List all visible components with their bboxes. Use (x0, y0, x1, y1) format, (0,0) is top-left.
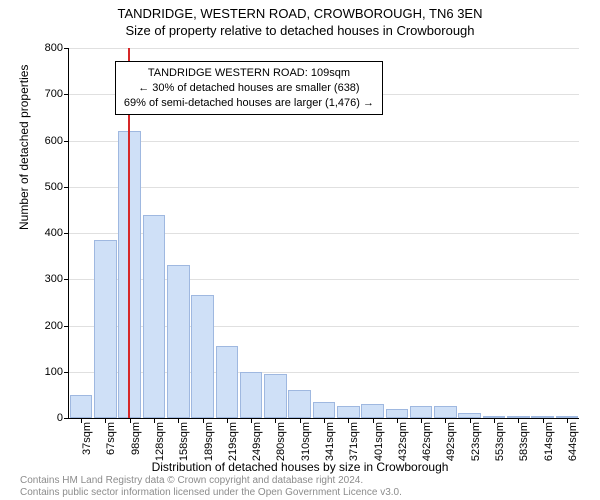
ytick-mark (64, 233, 69, 234)
xtick-label: 341sqm (324, 422, 336, 461)
histogram-bar (240, 372, 263, 418)
histogram-bar (337, 406, 360, 418)
xtick-label: 189sqm (203, 422, 215, 461)
xtick-label: 280sqm (275, 422, 287, 461)
ytick-label: 500 (45, 181, 63, 193)
gridline (69, 141, 579, 142)
xtick-label: 98sqm (130, 422, 142, 455)
chart-title: TANDRIDGE, WESTERN ROAD, CROWBOROUGH, TN… (0, 0, 600, 21)
ytick-mark (64, 94, 69, 95)
xtick-label: 371sqm (348, 422, 360, 461)
histogram-bar (191, 295, 214, 418)
histogram-bar (216, 346, 239, 418)
ytick-label: 700 (45, 88, 63, 100)
x-axis-label: Distribution of detached houses by size … (0, 460, 600, 474)
histogram-bar (313, 402, 336, 418)
xtick-label: 249sqm (251, 422, 263, 461)
histogram-bar (143, 215, 166, 419)
plot-area: 010020030040050060070080037sqm67sqm98sqm… (68, 48, 579, 419)
xtick-label: 583sqm (518, 422, 530, 461)
ytick-label: 300 (45, 273, 63, 285)
ytick-mark (64, 141, 69, 142)
chart-container: TANDRIDGE, WESTERN ROAD, CROWBOROUGH, TN… (0, 0, 600, 500)
xtick-label: 614sqm (543, 422, 555, 461)
ytick-mark (64, 48, 69, 49)
histogram-bar (264, 374, 287, 418)
xtick-label: 37sqm (81, 422, 93, 455)
ytick-label: 800 (45, 42, 63, 54)
xtick-label: 553sqm (494, 422, 506, 461)
xtick-label: 432sqm (397, 422, 409, 461)
ytick-label: 600 (45, 135, 63, 147)
ytick-label: 400 (45, 227, 63, 239)
histogram-bar (94, 240, 117, 418)
xtick-label: 523sqm (470, 422, 482, 461)
gridline (69, 187, 579, 188)
xtick-label: 158sqm (178, 422, 190, 461)
ytick-mark (64, 326, 69, 327)
histogram-bar (70, 395, 93, 418)
footer-line1: Contains HM Land Registry data © Crown c… (0, 475, 600, 486)
ytick-label: 0 (57, 412, 63, 424)
gridline (69, 48, 579, 49)
histogram-bar (118, 131, 141, 418)
annotation-line1: TANDRIDGE WESTERN ROAD: 109sqm (124, 66, 374, 81)
xtick-label: 128sqm (154, 422, 166, 461)
xtick-label: 644sqm (567, 422, 579, 461)
footer-line2: Contains public sector information licen… (0, 487, 600, 498)
ytick-mark (64, 279, 69, 280)
ytick-label: 200 (45, 320, 63, 332)
ytick-mark (64, 187, 69, 188)
histogram-bar (410, 406, 433, 418)
histogram-bar (386, 409, 409, 418)
histogram-bar (167, 265, 190, 418)
xtick-label: 310sqm (300, 422, 312, 461)
xtick-label: 462sqm (421, 422, 433, 461)
histogram-bar (361, 404, 384, 418)
histogram-bar (434, 406, 457, 418)
xtick-label: 67sqm (105, 422, 117, 455)
annotation-line2: ← 30% of detached houses are smaller (63… (124, 81, 374, 96)
annotation-box: TANDRIDGE WESTERN ROAD: 109sqm ← 30% of … (115, 61, 383, 116)
annotation-line3: 69% of semi-detached houses are larger (… (124, 96, 374, 111)
histogram-bar (288, 390, 311, 418)
xtick-label: 492sqm (445, 422, 457, 461)
ytick-mark (64, 372, 69, 373)
y-axis-label: Number of detached properties (17, 65, 31, 230)
ytick-label: 100 (45, 366, 63, 378)
ytick-mark (64, 418, 69, 419)
xtick-label: 219sqm (227, 422, 239, 461)
chart-subtitle: Size of property relative to detached ho… (0, 21, 600, 38)
xtick-label: 401sqm (373, 422, 385, 461)
